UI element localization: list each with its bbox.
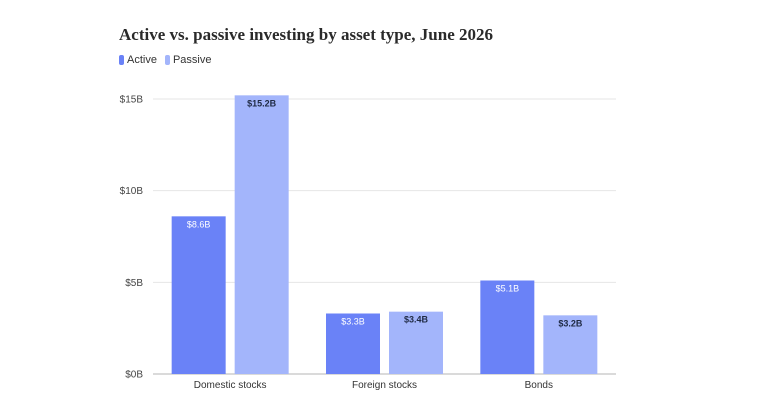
y-tick-label: $10B <box>120 186 144 197</box>
data-label-active: $3.3B <box>341 317 365 327</box>
data-label-active: $8.6B <box>187 219 211 229</box>
bar-active <box>326 313 380 374</box>
legend-label-active: Active <box>127 54 157 66</box>
legend-label-passive: Passive <box>172 54 212 66</box>
chart-title: Active vs. passive investing by asset ty… <box>119 25 494 44</box>
y-tick-label: $5B <box>125 278 143 289</box>
bar-passive <box>389 311 443 374</box>
y-tick-label: $0B <box>125 370 143 381</box>
legend-item-passive: Passive <box>164 54 212 66</box>
legend-swatch-active <box>119 55 124 65</box>
data-label-active: $5.1B <box>496 284 520 294</box>
bar-active <box>171 216 226 374</box>
bar-passive <box>543 315 598 374</box>
legend: Active Passive <box>119 54 212 66</box>
x-tick-label: Domestic stocks <box>194 380 267 391</box>
legend-swatch-passive <box>164 55 170 65</box>
legend-item-active: Active <box>119 54 157 66</box>
data-label-passive: $3.2B <box>558 318 583 328</box>
x-tick-label: Bonds <box>525 380 553 391</box>
bar-passive <box>234 95 289 374</box>
data-label-passive: $15.2B <box>247 98 277 108</box>
data-label-passive: $3.4B <box>404 315 429 325</box>
x-tick-label: Foreign stocks <box>352 380 417 391</box>
y-tick-label: $15B <box>120 95 144 106</box>
bar-active <box>480 280 535 374</box>
